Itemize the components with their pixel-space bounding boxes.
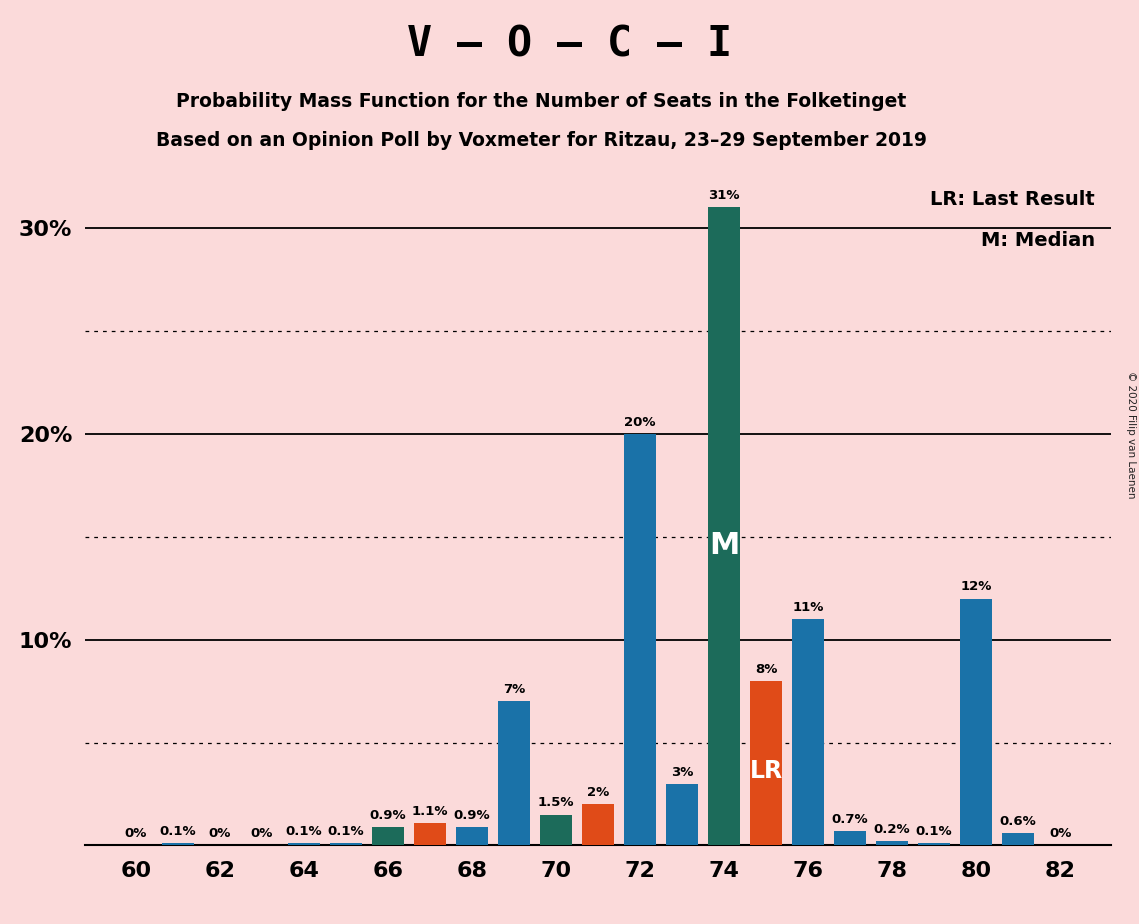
Text: 3%: 3% xyxy=(671,766,694,779)
Text: Probability Mass Function for the Number of Seats in the Folketinget: Probability Mass Function for the Number… xyxy=(175,92,907,112)
Text: 31%: 31% xyxy=(708,189,739,202)
Text: Based on an Opinion Poll by Voxmeter for Ritzau, 23–29 September 2019: Based on an Opinion Poll by Voxmeter for… xyxy=(156,131,926,151)
Text: 7%: 7% xyxy=(502,683,525,697)
Text: M: Median: M: Median xyxy=(981,231,1096,249)
Text: 12%: 12% xyxy=(960,580,992,593)
Text: 0%: 0% xyxy=(208,827,231,840)
Text: © 2020 Filip van Laenen: © 2020 Filip van Laenen xyxy=(1126,371,1136,498)
Bar xyxy=(960,599,992,845)
Bar xyxy=(834,831,866,845)
Bar xyxy=(457,827,487,845)
Text: 8%: 8% xyxy=(755,663,777,675)
Text: 0%: 0% xyxy=(124,827,147,840)
Bar xyxy=(708,208,739,845)
Bar xyxy=(793,619,823,845)
Bar xyxy=(918,844,950,845)
Bar xyxy=(666,784,698,845)
Text: 0%: 0% xyxy=(1049,827,1072,840)
Text: 0.9%: 0.9% xyxy=(453,808,490,821)
Text: 1.5%: 1.5% xyxy=(538,796,574,809)
Bar xyxy=(540,815,572,845)
Bar xyxy=(582,804,614,845)
Text: 0.1%: 0.1% xyxy=(916,825,952,838)
Text: LR: Last Result: LR: Last Result xyxy=(931,190,1096,209)
Bar xyxy=(751,681,781,845)
Text: 11%: 11% xyxy=(793,601,823,614)
Bar xyxy=(330,844,362,845)
Bar xyxy=(162,844,194,845)
Text: 1.1%: 1.1% xyxy=(411,805,448,818)
Text: 0.2%: 0.2% xyxy=(874,823,910,836)
Bar xyxy=(415,823,445,845)
Text: LR: LR xyxy=(749,760,782,784)
Text: 0.7%: 0.7% xyxy=(831,813,868,826)
Text: 0%: 0% xyxy=(251,827,273,840)
Bar xyxy=(1002,833,1034,845)
Bar xyxy=(498,701,530,845)
Text: V – O – C – I: V – O – C – I xyxy=(407,23,732,65)
Text: 0.6%: 0.6% xyxy=(1000,815,1036,828)
Text: 0.1%: 0.1% xyxy=(286,825,322,838)
Text: 20%: 20% xyxy=(624,416,656,429)
Text: 0.9%: 0.9% xyxy=(369,808,407,821)
Text: M: M xyxy=(708,531,739,560)
Text: 2%: 2% xyxy=(587,786,609,799)
Bar xyxy=(624,434,656,845)
Bar xyxy=(288,844,320,845)
Bar xyxy=(372,827,403,845)
Bar xyxy=(876,842,908,845)
Text: 0.1%: 0.1% xyxy=(159,825,196,838)
Text: 0.1%: 0.1% xyxy=(328,825,364,838)
